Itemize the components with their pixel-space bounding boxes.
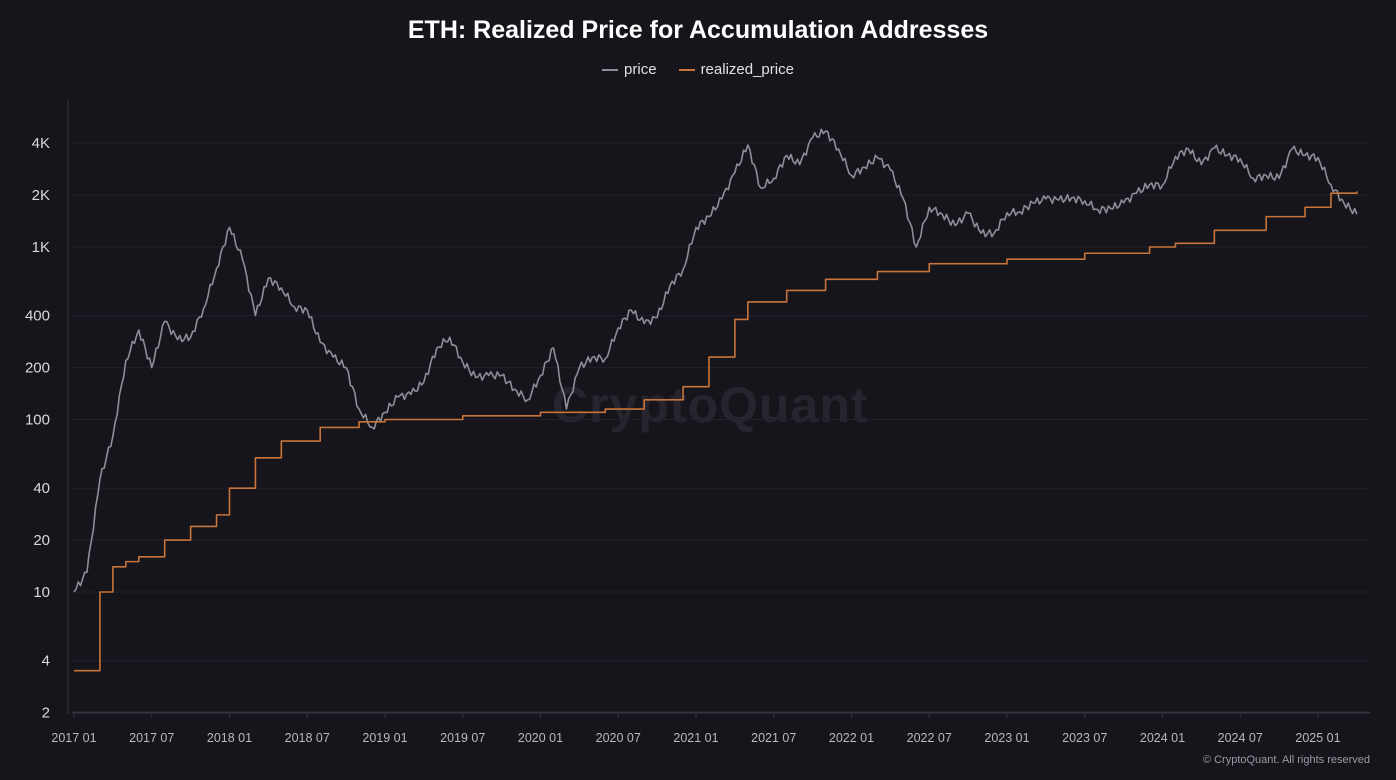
- x-tick-label: 2022 01: [829, 731, 874, 745]
- x-tick-label: 2020 01: [518, 731, 563, 745]
- x-tick-label: 2021 01: [673, 731, 718, 745]
- y-tick-label: 20: [33, 532, 50, 549]
- x-tick-label: 2018 01: [207, 731, 252, 745]
- chart-title: ETH: Realized Price for Accumulation Add…: [407, 16, 989, 44]
- legend-label-realized-price: realized_price: [700, 61, 794, 78]
- x-tick-label: 2024 07: [1218, 731, 1263, 745]
- series-line-price: [73, 128, 1358, 593]
- legend-label-price: price: [624, 61, 657, 78]
- legend-swatch-realized-price: [678, 68, 695, 71]
- series-line-realized-price: [74, 191, 1358, 672]
- x-tick-label: 2020 07: [596, 731, 641, 745]
- copyright: © CryptoQuant. All rights reserved: [1202, 754, 1370, 766]
- y-tick-label: 4: [42, 653, 50, 670]
- y-tick-label: 4K: [32, 135, 50, 152]
- watermark: CryptoQuant: [552, 377, 869, 433]
- x-tick-label: 2023 07: [1062, 731, 1107, 745]
- x-tick-label: 2017 01: [51, 731, 96, 745]
- x-tick-label: 2025 01: [1295, 731, 1340, 745]
- x-tick-label: 2022 07: [907, 731, 952, 745]
- y-tick-label: 2K: [32, 187, 50, 204]
- y-tick-label: 40: [33, 480, 50, 497]
- legend-swatch-price: [602, 68, 619, 71]
- x-tick-label: 2018 07: [285, 731, 330, 745]
- y-tick-label: 200: [25, 360, 50, 377]
- y-tick-label: 100: [25, 412, 50, 429]
- legend-item-realized-price[interactable]: realized_price: [678, 61, 794, 78]
- x-tick-label: 2021 07: [751, 731, 796, 745]
- legend-item-price[interactable]: price: [602, 61, 657, 78]
- y-tick-label: 400: [25, 308, 50, 325]
- x-tick-label: 2019 07: [440, 731, 485, 745]
- legend: price realized_price: [0, 61, 1396, 78]
- x-tick-label: 2019 01: [362, 731, 407, 745]
- x-tick-label: 2024 01: [1140, 731, 1185, 745]
- y-tick-label: 2: [42, 705, 50, 722]
- y-tick-label: 1K: [32, 239, 50, 256]
- x-tick-label: 2023 01: [984, 731, 1029, 745]
- y-tick-label: 10: [33, 584, 50, 601]
- x-tick-label: 2017 07: [129, 731, 174, 745]
